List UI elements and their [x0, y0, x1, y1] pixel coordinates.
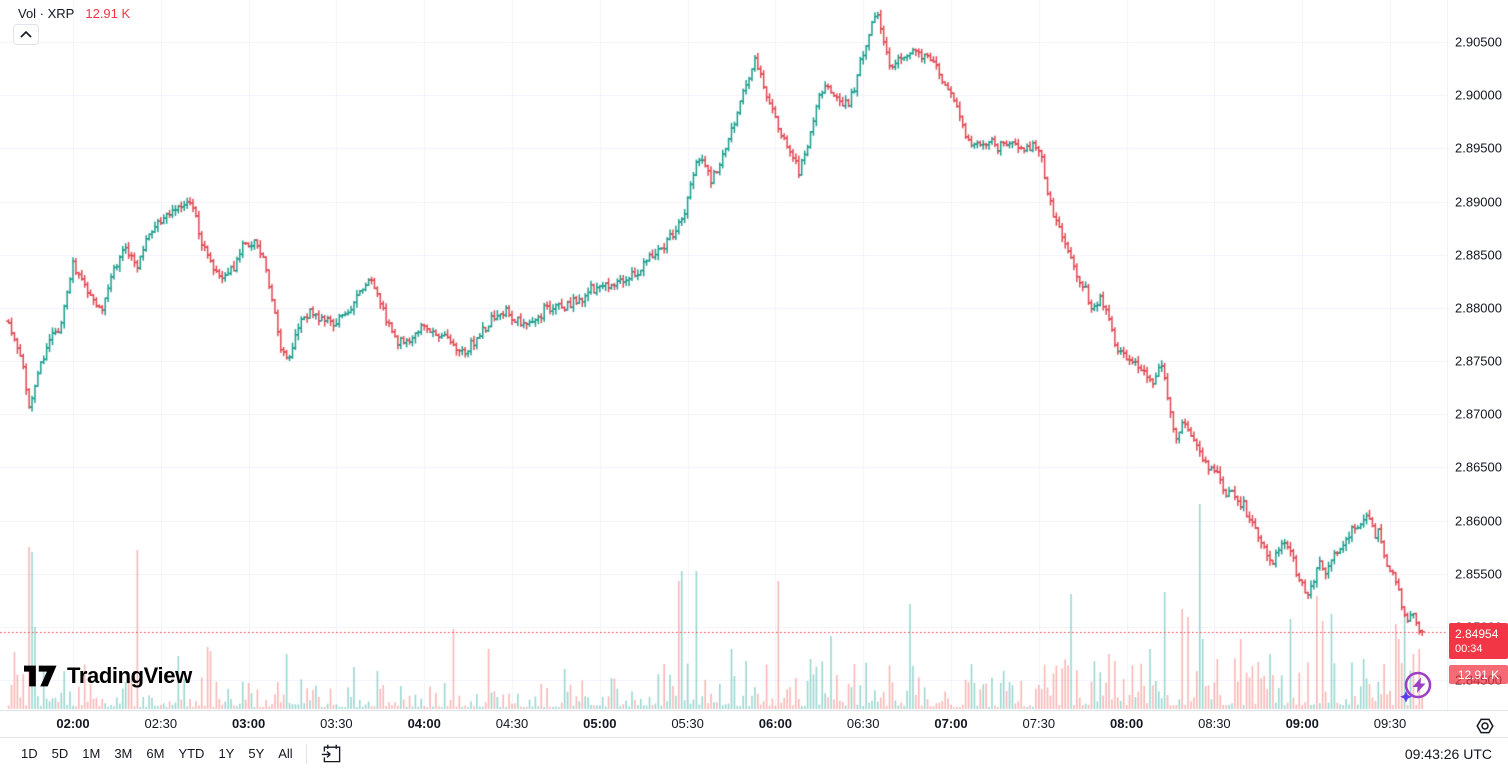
- range-button-5d[interactable]: 5D: [45, 742, 76, 765]
- price-axis-label: 2.87000: [1455, 406, 1502, 422]
- price-axis-label: 2.85500: [1455, 566, 1502, 582]
- last-price-value: 2.84954: [1455, 627, 1499, 641]
- range-button-all[interactable]: All: [271, 742, 299, 765]
- time-axis-label: 07:00: [934, 716, 968, 731]
- time-axis-label: 05:00: [583, 716, 617, 731]
- time-axis-label: 09:00: [1285, 716, 1319, 731]
- range-button-1y[interactable]: 1Y: [211, 742, 241, 765]
- utc-clock[interactable]: 09:43:26 UTC: [1404, 745, 1492, 762]
- toolbar-divider: [305, 743, 307, 764]
- time-axis-label: 02:00: [56, 716, 90, 731]
- bottom-toolbar: 1D 5D 1M 3M 6M YTD 1Y 5Y All 09:43:26 UTC: [0, 737, 1508, 769]
- go-to-date-button[interactable]: [315, 741, 349, 767]
- settings-gear-icon: [1476, 718, 1494, 734]
- time-axis-label: 06:00: [758, 716, 793, 731]
- range-button-1d[interactable]: 1D: [14, 742, 45, 765]
- price-axis-label: 2.89500: [1455, 140, 1502, 156]
- price-axis[interactable]: 2.90500 2.90000 2.89500 2.89000 2.88500 2.880…: [1447, 0, 1508, 710]
- volume-legend-title: Vol · XRP: [18, 6, 75, 21]
- time-axis-label: 02:30: [144, 716, 178, 731]
- axis-settings-button[interactable]: [1473, 714, 1497, 741]
- collapse-pane-button[interactable]: [13, 24, 39, 45]
- price-axis-label: 2.90500: [1455, 34, 1502, 50]
- bar-countdown: 00:34: [1455, 643, 1483, 655]
- tradingview-wordmark: TradingView: [67, 663, 192, 688]
- tradingview-logo[interactable]: TradingView: [24, 663, 192, 689]
- range-button-5y[interactable]: 5Y: [241, 742, 271, 765]
- volume-legend-value: 12.91 K: [85, 6, 131, 21]
- range-button-6m[interactable]: 6M: [139, 742, 171, 765]
- price-axis-label: 2.90000: [1455, 87, 1502, 103]
- time-axis-label: 07:30: [1022, 716, 1056, 731]
- lightning-boost-icon[interactable]: [1398, 669, 1434, 712]
- time-axis-label: 09:30: [1373, 716, 1407, 731]
- time-axis-label: 08:30: [1198, 716, 1231, 731]
- price-chart-canvas[interactable]: [0, 0, 1448, 710]
- price-axis-label: 2.86000: [1455, 513, 1502, 528]
- chevron-up-icon: [20, 31, 32, 38]
- range-button-ytd[interactable]: YTD: [171, 742, 211, 765]
- last-price-badge: 2.84954 00:34: [1449, 623, 1508, 659]
- date-range-buttons: 1D 5D 1M 3M 6M YTD 1Y 5Y All: [14, 742, 300, 765]
- volume-badge-value: 12.91 K: [1457, 667, 1500, 682]
- time-axis-label: 04:00: [407, 716, 441, 731]
- time-axis-label: 03:30: [320, 716, 353, 731]
- volume-indicator-legend[interactable]: Vol · XRP 12.91 K: [18, 6, 130, 21]
- time-axis-label: 05:30: [671, 716, 704, 731]
- tradingview-logo-icon: [24, 665, 57, 687]
- range-button-3m[interactable]: 3M: [107, 742, 139, 765]
- time-axis-label: 03:00: [231, 716, 266, 731]
- calendar-goto-icon: [321, 744, 340, 762]
- time-axis-label: 04:30: [495, 716, 529, 731]
- price-axis-label: 2.86500: [1455, 459, 1502, 475]
- time-axis-label: 06:30: [846, 716, 880, 731]
- time-axis[interactable]: 02:00 02:30 03:00 03:30 04:00 04:30 05:00 05:30…: [0, 710, 1508, 738]
- range-button-1m[interactable]: 1M: [75, 742, 107, 765]
- price-axis-label: 2.88500: [1455, 247, 1502, 263]
- price-axis-label: 2.87500: [1455, 353, 1502, 369]
- time-axis-label: 08:00: [1109, 716, 1144, 731]
- volume-value-badge: 12.91 K: [1449, 665, 1508, 684]
- lightning-bolt-icon: [1400, 671, 1432, 703]
- price-axis-label: 2.89000: [1455, 194, 1502, 209]
- price-axis-label: 2.88000: [1455, 300, 1502, 316]
